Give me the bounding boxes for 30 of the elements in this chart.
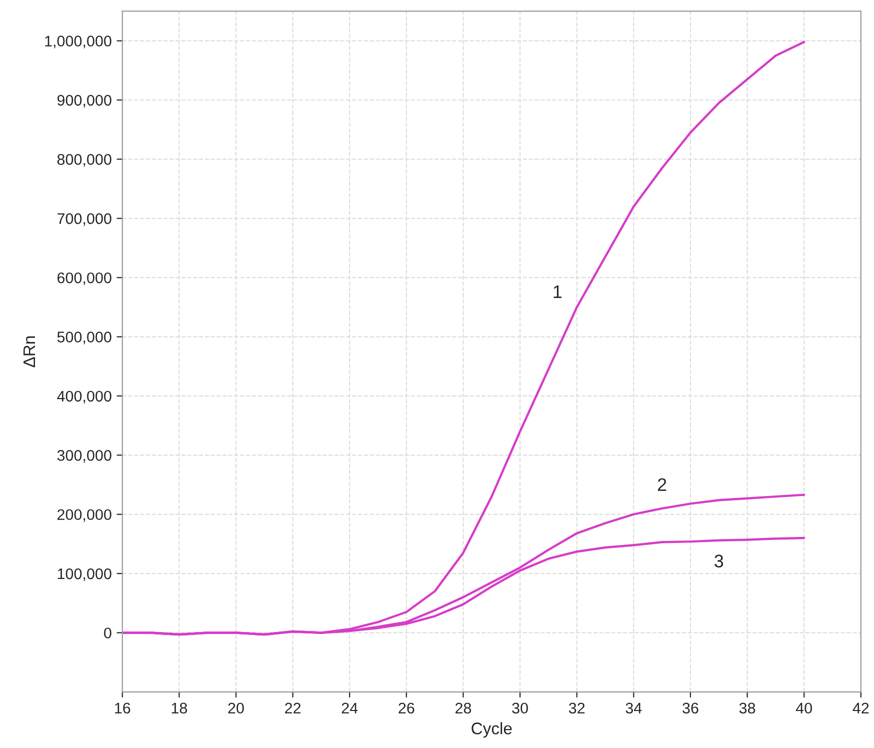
- y-axis-title: ΔRn: [24, 336, 35, 368]
- y-tick-label: 500,000: [57, 332, 112, 344]
- x-tick-label: 26: [398, 702, 414, 714]
- series-label: 1: [554, 286, 562, 298]
- y-tick-label: 700,000: [58, 213, 112, 226]
- series-label: 2: [658, 478, 666, 491]
- y-tick-label: 900,000: [57, 94, 112, 108]
- x-tick-label: 42: [852, 702, 869, 714]
- x-tick-label: 38: [739, 702, 756, 714]
- y-tick-label: 1,000,000: [45, 36, 112, 48]
- y-tick-label: 800,000: [57, 154, 112, 167]
- series-label: 3: [714, 554, 724, 568]
- y-tick-label: 400,000: [57, 390, 112, 404]
- x-tick-label: 32: [568, 702, 585, 714]
- x-tick-label: 28: [455, 702, 472, 714]
- y-tick-label: 300,000: [57, 450, 112, 463]
- y-tick-label: 100,000: [58, 568, 112, 582]
- x-tick-label: 40: [796, 702, 812, 714]
- x-axis-title: Cycle: [472, 722, 512, 738]
- x-tick-label: 24: [342, 702, 358, 714]
- x-tick-label: 34: [626, 702, 642, 714]
- x-tick-label: 36: [682, 702, 698, 714]
- x-tick-label: 20: [228, 702, 244, 714]
- y-tick-label: 200,000: [57, 509, 112, 522]
- x-tick-label: 30: [512, 702, 528, 714]
- x-tick-label: 16: [115, 702, 130, 714]
- x-tick-label: 22: [285, 702, 301, 714]
- y-tick-label: 0: [104, 628, 112, 638]
- x-tick-label: 18: [172, 702, 188, 714]
- y-tick-label: 600,000: [58, 272, 112, 286]
